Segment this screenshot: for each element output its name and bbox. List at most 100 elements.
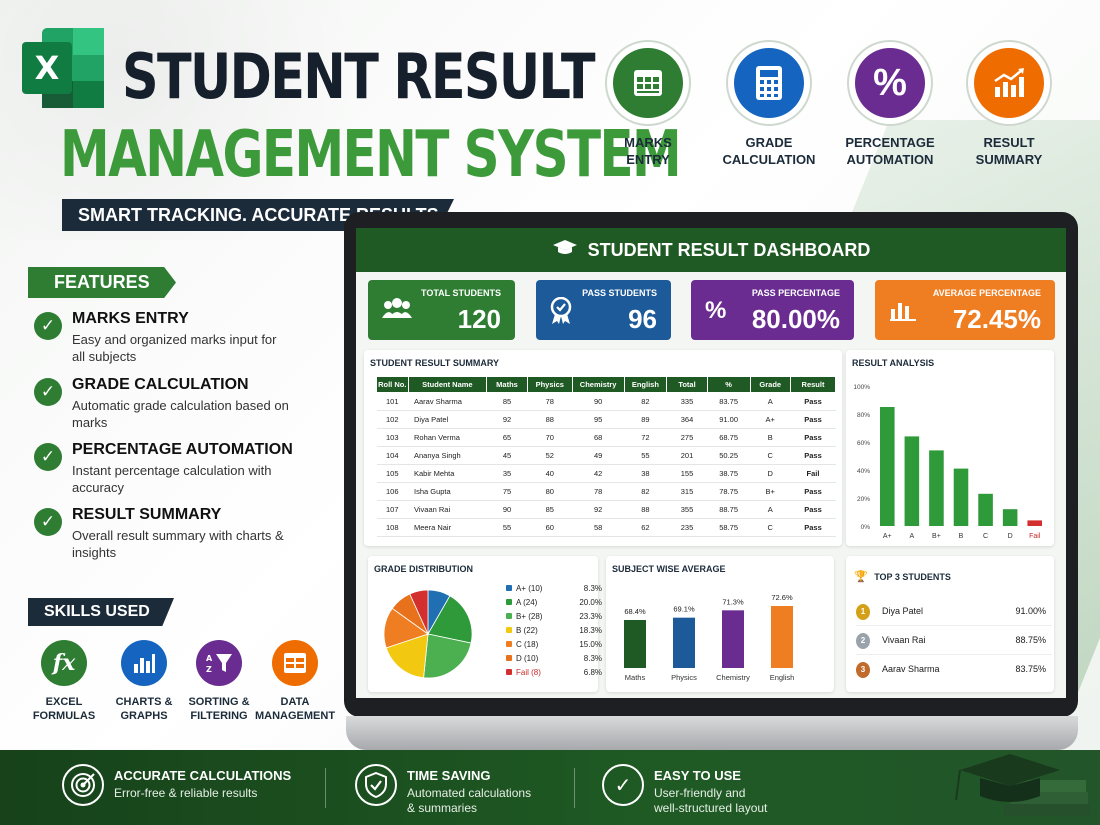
- top-student-row: 3 Aarav Sharma 83.75%: [856, 658, 1052, 684]
- feature-title: GRADE CALCULATION: [72, 376, 249, 393]
- table-header-cell[interactable]: Roll No.: [376, 376, 409, 393]
- table-row[interactable]: 104 Ananya Singh 45 52 49 55 201 50.25 C Pass: [376, 446, 836, 465]
- table-header-cell[interactable]: English: [623, 376, 668, 393]
- table-cell: 75: [486, 482, 528, 501]
- table-cell: 91.00: [707, 410, 750, 429]
- check-circle-icon: ✓: [602, 764, 644, 806]
- data-label: 71.3%: [722, 597, 744, 606]
- x-tick-label: B: [959, 533, 964, 540]
- feature-title: RESULT SUMMARY: [72, 506, 222, 523]
- legend-label: A (24): [516, 598, 538, 607]
- legend-value: 18.3%: [579, 626, 602, 635]
- result-bar: [978, 493, 993, 526]
- x-tick-label: Chemistry: [716, 673, 750, 682]
- table-row[interactable]: 103 Rohan Verma 65 70 68 72 275 68.75 B Pass: [376, 428, 836, 447]
- legend-label: B+ (28): [516, 612, 543, 621]
- table-header-cell[interactable]: %: [706, 376, 751, 393]
- table-header-cell[interactable]: Result: [790, 376, 836, 393]
- kpi-value: 72.45%: [952, 304, 1041, 334]
- top-icon-label: CALCULATION: [722, 152, 816, 167]
- table-row[interactable]: 101 Aarav Sharma 85 78 90 82 335 83.75 A Pass: [376, 392, 836, 411]
- table-header-cell[interactable]: Chemistry: [571, 376, 625, 393]
- table-cell: 88: [624, 500, 667, 519]
- table-cell: 90: [572, 392, 624, 411]
- table-header-cell[interactable]: Maths: [486, 376, 528, 393]
- feature-desc: Overall result summary with charts & ins…: [72, 528, 284, 560]
- subject-average-panel: SUBJECT WISE AVERAGE 68.4% Maths 69.1% Phys…: [606, 556, 834, 692]
- table-cell: 78.75: [707, 482, 750, 501]
- result-bar: [953, 468, 969, 526]
- table-row[interactable]: 105 Kabir Mehta 35 40 42 38 155 38.75 D Fail: [376, 464, 836, 483]
- feature-item: ✓ RESULT SUMMARY Overall result summary …: [34, 506, 334, 561]
- table-cell: D: [750, 464, 791, 483]
- legend-value: 6.8%: [583, 668, 602, 677]
- svg-text:A: A: [206, 654, 213, 663]
- legend-value: 15.0%: [579, 640, 602, 649]
- subject-bar: [624, 620, 646, 668]
- subject-bar: [771, 606, 793, 668]
- top-feature-icons: MARKS ENTRY GRADE CALCULATION % PERCENTAGE…: [598, 40, 1068, 170]
- table-cell: C: [750, 518, 791, 537]
- table-cell: 60: [527, 518, 573, 537]
- result-bar: [880, 407, 895, 526]
- table-cell: 55: [486, 518, 528, 537]
- dashboard-title: STUDENT RESULT DASHBOARD: [587, 239, 871, 260]
- table-cell: 201: [666, 446, 708, 465]
- table-cell: Kabir Mehta: [408, 464, 487, 483]
- table-cell: 38.75: [707, 464, 750, 483]
- legend-item: B (22) 18.3%: [506, 626, 602, 635]
- top-student-pct: 91.00%: [1015, 606, 1046, 616]
- table-cell: 38: [624, 464, 667, 483]
- legend-value: 23.3%: [579, 612, 602, 621]
- table-cell: 85: [527, 500, 573, 519]
- table-row[interactable]: 102 Diya Patel 92 88 95 89 364 91.00 A+ Pass: [376, 410, 836, 429]
- legend-label: Fail (8): [516, 668, 541, 677]
- dashboard-screen: STUDENT RESULT DASHBOARD TOTAL STUDENTS …: [356, 228, 1066, 698]
- table-cell: 364: [666, 410, 708, 429]
- table-header-cell[interactable]: Student Name: [407, 376, 488, 393]
- table-cell: 82: [624, 392, 667, 411]
- table-header-cell[interactable]: Total: [666, 376, 708, 393]
- table-cell: Fail: [790, 464, 836, 483]
- table-row[interactable]: 106 Isha Gupta 75 80 78 82 315 78.75 B+ Pass: [376, 482, 836, 501]
- fx-icon: fx: [41, 640, 87, 686]
- kpi-label: AVERAGE PERCENTAGE: [932, 288, 1041, 298]
- legend-item: D (10) 8.3%: [506, 654, 602, 663]
- y-tick-label: 100%: [853, 384, 870, 391]
- top-icon-label: PERCENTAGE: [845, 135, 935, 150]
- dashboard-header: STUDENT RESULT DASHBOARD: [356, 228, 1066, 272]
- footer-divider: [325, 768, 326, 808]
- top-icon-label: RESULT: [983, 135, 1035, 150]
- medal-icon: 3: [856, 662, 870, 678]
- table-cell: Meera Nair: [408, 518, 487, 537]
- percent-icon: %: [705, 297, 727, 324]
- top-students-title: 🏆 TOP 3 STUDENTS: [854, 571, 951, 583]
- table-cell: 315: [666, 482, 708, 501]
- footer-title: TIME SAVING: [407, 768, 491, 783]
- table-header-cell[interactable]: Grade: [749, 376, 791, 393]
- table-row[interactable]: 107 Vivaan Rai 90 85 92 88 355 88.75 A Pass: [376, 500, 836, 519]
- skill-item: fx EXCEL FORMULAS: [24, 640, 104, 723]
- table-cell: 88: [527, 410, 573, 429]
- pie-slice: [423, 633, 472, 679]
- pie-slice: [409, 589, 429, 635]
- table-cell: 275: [666, 428, 708, 447]
- users-icon: [382, 297, 412, 326]
- table-cell: A: [750, 392, 791, 411]
- legend-swatch: [506, 627, 512, 633]
- table-header-cell[interactable]: Physics: [526, 376, 573, 393]
- legend-label: A+ (10): [516, 584, 543, 593]
- check-icon: ✓: [34, 312, 62, 340]
- graduation-cap-icon: [955, 754, 1090, 816]
- data-label: 69.1%: [673, 605, 695, 614]
- table-cell: 102: [376, 410, 408, 429]
- graduation-cap-icon: [552, 239, 578, 262]
- skill-label: GRAPHS: [120, 710, 168, 722]
- result-analysis-panel: RESULT ANALYSIS 0% 20% 40% 60% 80% 100% A+ A B+ B…: [846, 350, 1054, 546]
- x-tick-label: D: [1008, 533, 1013, 540]
- table-cell: B+: [750, 482, 791, 501]
- panel-title: STUDENT RESULT SUMMARY: [370, 358, 499, 368]
- table-row[interactable]: 108 Meera Nair 55 60 58 62 235 58.75 C Pass: [376, 518, 836, 537]
